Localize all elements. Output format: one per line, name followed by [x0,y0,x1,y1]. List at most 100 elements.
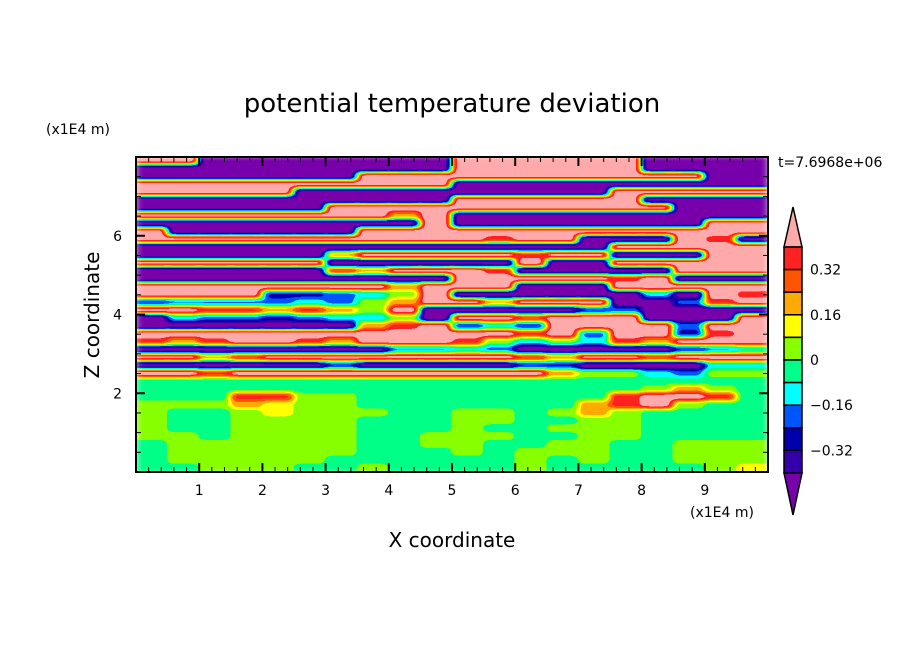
heatmap-cell [230,369,263,378]
heatmap-cell [198,369,232,378]
heatmap-cell [577,258,611,268]
heatmap-cell [198,416,232,426]
heatmap-cell [419,321,453,331]
heatmap-cell [293,157,327,166]
heatmap-cell [198,266,232,276]
x-tick-label: 6 [511,483,520,499]
heatmap-cell [514,337,548,347]
heatmap-cell [325,274,358,284]
heatmap-cell [704,227,737,237]
heatmap-cell [735,235,768,245]
heatmap-cell [546,463,579,472]
heatmap-cell [388,345,421,355]
heatmap-cell [261,424,295,434]
heatmap-cell [356,337,390,347]
heatmap-cell [293,424,327,434]
heatmap-cell [483,274,516,284]
heatmap-cell [451,408,485,418]
heatmap-cell [230,353,263,363]
heatmap-cell [388,235,421,245]
heatmap-cell [735,447,768,457]
heatmap-cell [577,164,611,174]
heatmap-cell [230,345,263,355]
heatmap-cell [672,290,706,300]
heatmap-cell [483,172,516,182]
heatmap-cell [325,172,358,182]
heatmap-cell [388,440,421,449]
heatmap-cell [356,455,390,465]
heatmap-cell [735,321,768,331]
heatmap-cell [325,345,358,355]
heatmap-cell [325,211,358,221]
heatmap-cell [388,361,421,371]
heatmap-cell [167,227,200,237]
heatmap-cell [167,400,200,410]
heatmap-cell [325,408,358,418]
heatmap-cell [198,211,232,221]
heatmap-cell [451,345,485,355]
heatmap-cell [230,455,263,465]
heatmap-cell [609,361,643,371]
heatmap-cell [546,432,579,441]
heatmap-cell [388,251,421,260]
heatmap-cell [704,321,737,331]
heatmap-cell [735,361,768,371]
heatmap-cell [735,227,768,237]
heatmap-cell [167,455,200,465]
heatmap-cell [136,440,169,449]
heatmap-cell [419,463,453,472]
heatmap-cell [293,243,327,252]
heatmap-cell [293,416,327,426]
heatmap-cell [198,447,232,457]
heatmap-cell [577,400,611,410]
heatmap-cell [577,321,611,331]
heatmap-cell [641,369,674,378]
heatmap-cell [735,384,768,394]
heatmap-cell [388,463,421,472]
heatmap-cell [230,235,263,245]
heatmap-cell [577,416,611,426]
heatmap-cell [419,172,453,182]
heatmap-cell [167,251,200,260]
heatmap-cell [293,345,327,355]
heatmap-cell [293,455,327,465]
heatmap-cell [198,235,232,245]
heatmap-cell [167,211,200,221]
heatmap-cell [641,440,674,449]
heatmap-cell [546,424,579,434]
heatmap-cell [735,314,768,323]
tick-labels: 1 2 3 4 5 6 7 8 9 2 4 6 [113,229,709,499]
heatmap-cell [388,392,421,402]
heatmap-cell [451,377,485,386]
heatmap-cell [609,282,643,292]
heatmap-cell [451,290,485,300]
heatmap-cell [230,243,263,252]
heatmap-cell [546,203,579,213]
heatmap-cell [230,377,263,386]
heatmap-cell [356,195,390,205]
heatmap-cell [577,306,611,315]
heatmap-cell [546,274,579,284]
heatmap-cell [546,157,579,166]
heatmap-cell [672,400,706,410]
heatmap-cell [451,180,485,189]
heatmap-cell [577,195,611,205]
heatmap-cell [419,377,453,386]
heatmap-cell [230,440,263,449]
heatmap-cell [514,384,548,394]
heatmap-cell [483,424,516,434]
heatmap-cell [419,298,453,308]
heatmap-cell [136,377,169,386]
heatmap-cell [641,455,674,465]
heatmap-cell [609,243,643,252]
heatmap-cell [167,337,200,347]
heatmap-cell [325,416,358,426]
heatmap-cell [672,298,706,308]
heatmap-cell [609,424,643,434]
colorbar-extend-min [783,472,803,516]
heatmap-cell [577,282,611,292]
heatmap-cell [641,314,674,323]
heatmap-cell [672,314,706,323]
heatmap-cell [325,463,358,472]
heatmap-cell [735,195,768,205]
